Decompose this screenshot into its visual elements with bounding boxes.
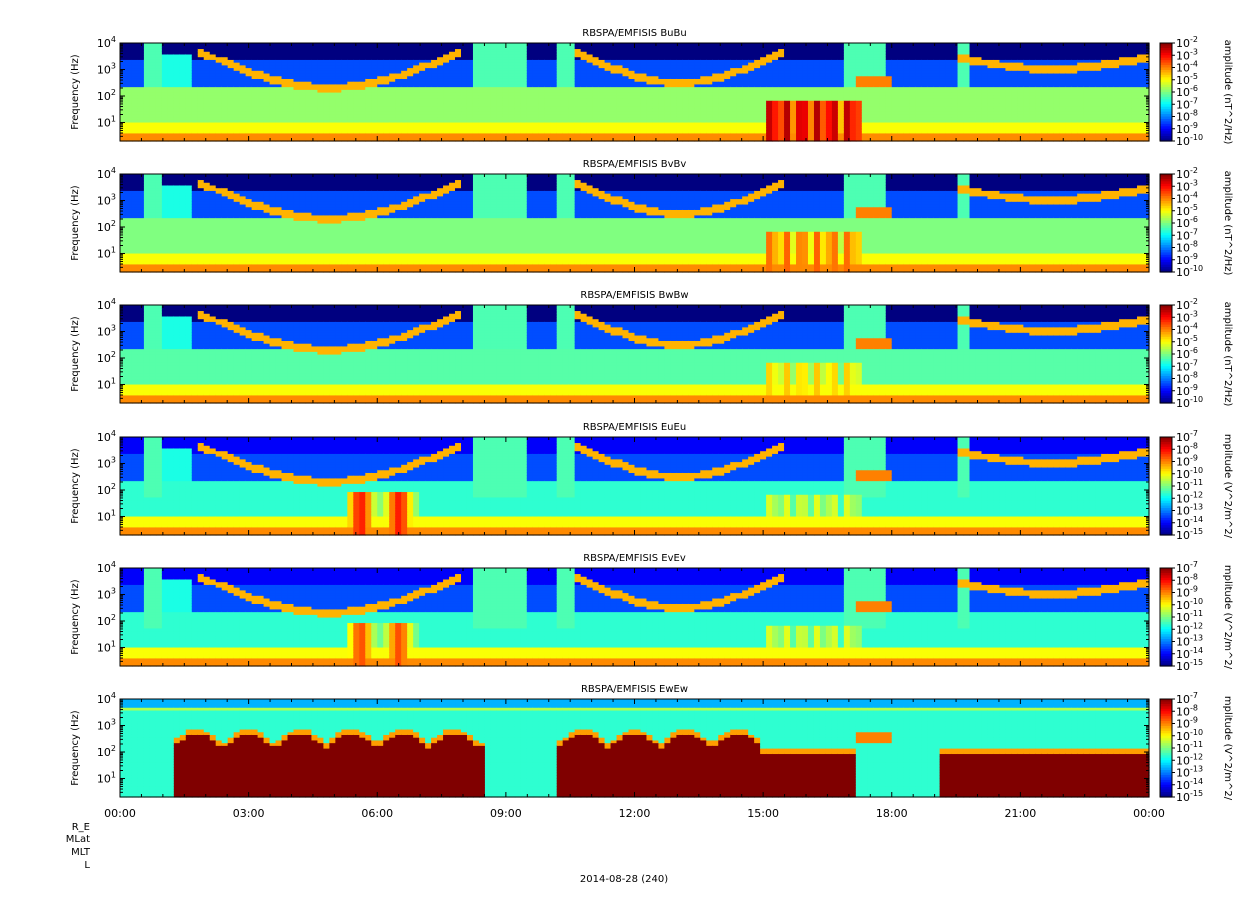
panel-title: RBSPA/EMFISIS BuBu — [582, 28, 686, 39]
panel-1: RBSPA/EMFISIS BuBu101102103104Frequency … — [70, 28, 1233, 148]
spectrogram-cells — [120, 43, 1150, 142]
